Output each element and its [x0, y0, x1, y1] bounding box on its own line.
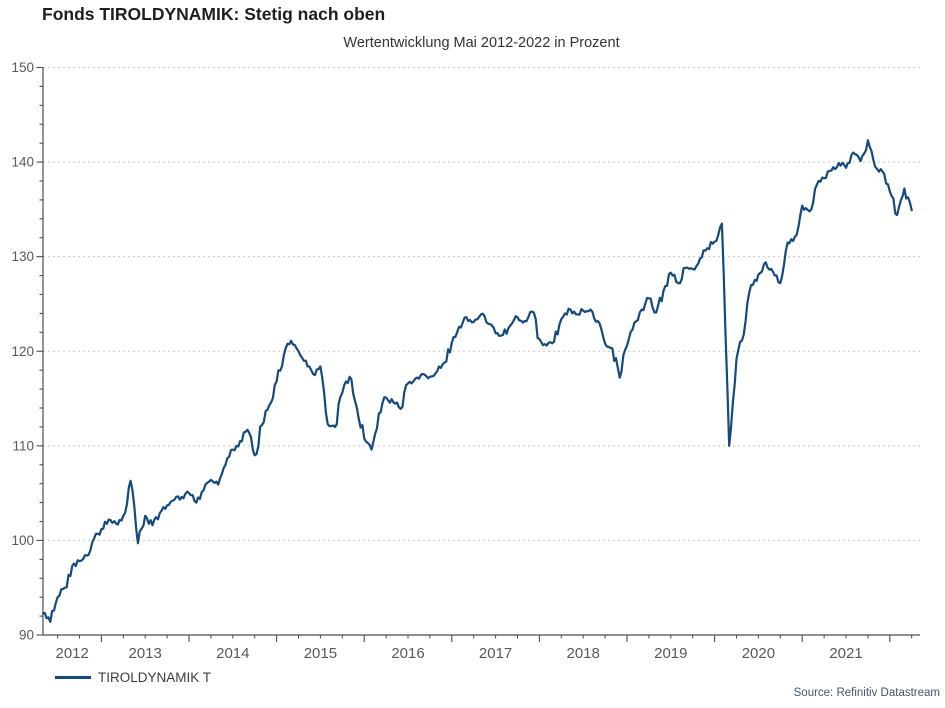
- legend-series-label: TIROLDYNAMIK T: [98, 669, 212, 685]
- svg-text:140: 140: [11, 155, 34, 170]
- svg-text:2018: 2018: [567, 645, 600, 662]
- svg-text:2019: 2019: [654, 645, 687, 662]
- svg-text:2013: 2013: [129, 645, 162, 662]
- svg-text:2014: 2014: [216, 645, 249, 662]
- series-line-tiroldynamik: [41, 139, 913, 623]
- chart-title: Fonds TIROLDYNAMIK: Stetig nach oben: [42, 4, 386, 24]
- svg-text:2021: 2021: [829, 645, 862, 662]
- svg-text:150: 150: [11, 60, 34, 75]
- svg-text:130: 130: [11, 249, 34, 264]
- y-axis-ticks-and-labels: 90 100 110 120 130 140 150: [11, 60, 43, 643]
- svg-text:100: 100: [11, 533, 34, 548]
- svg-text:2012: 2012: [56, 645, 89, 662]
- source-attribution: Source: Refinitiv Datastream: [793, 687, 940, 699]
- legend: TIROLDYNAMIK T: [55, 669, 211, 685]
- y-gridlines: [43, 67, 920, 541]
- svg-text:2016: 2016: [391, 645, 424, 662]
- svg-text:110: 110: [12, 438, 34, 453]
- svg-text:90: 90: [19, 628, 34, 643]
- svg-text:120: 120: [11, 344, 34, 359]
- svg-text:2020: 2020: [742, 645, 775, 662]
- legend-line-swatch-icon: [55, 675, 91, 679]
- x-axis-ticks-and-labels: 2012 2013 2014 2015 2016 2017 2018 2019 2020 2021: [56, 635, 913, 662]
- chart-subtitle: Wertentwicklung Mai 2012-2022 in Prozent: [343, 35, 620, 51]
- svg-text:2015: 2015: [304, 645, 337, 662]
- svg-text:2017: 2017: [479, 645, 512, 662]
